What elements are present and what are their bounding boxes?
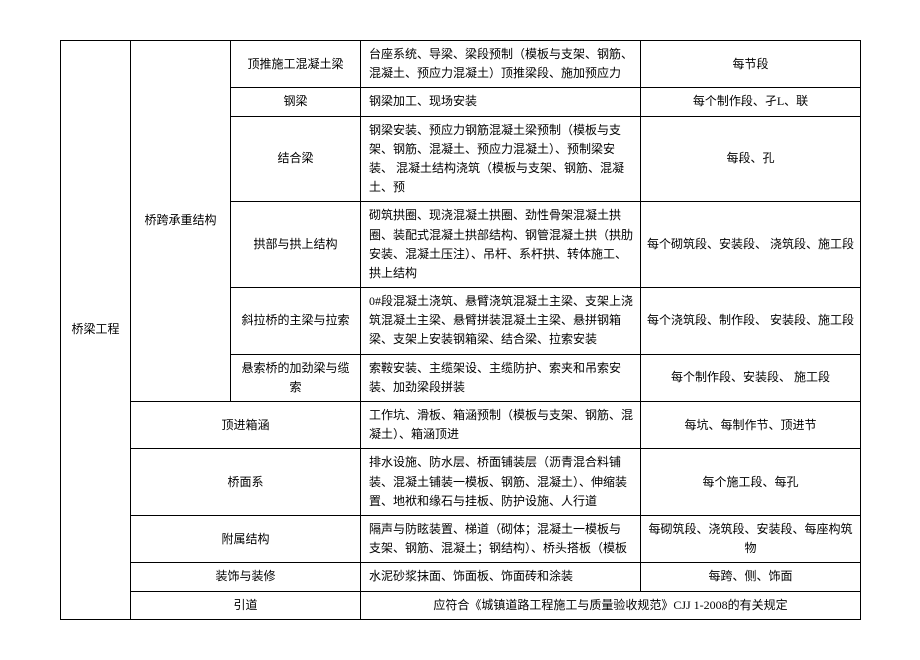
cell-col3: 0#段混凝土浇筑、悬臂浇筑混凝土主梁、支架上浇筑混凝土主梁、悬臂拼装混凝土主梁、…	[361, 288, 641, 355]
cell-col4: 每砌筑段、浇筑段、安装段、每座构筑物	[641, 515, 861, 562]
spec-table: 桥梁工程 桥跨承重结构 顶推施工混凝土梁 台座系统、导梁、梁段预制（模板与支架、…	[60, 40, 861, 620]
table-row: 桥面系 排水设施、防水层、桥面铺装层（沥青混合料铺装、混凝土铺装一模板、钢筋、混…	[61, 449, 861, 516]
table-row: 附属结构 隔声与防眩装置、梯道（砌体；混凝土一模板与 支架、钢筋、混凝土；钢结构…	[61, 515, 861, 562]
cell-col1: 引道	[131, 591, 361, 619]
cell-col1: 附属结构	[131, 515, 361, 562]
cell-col3: 排水设施、防水层、桥面铺装层（沥青混合料铺装、混凝土铺装一模板、钢筋、混凝土）、…	[361, 449, 641, 516]
cell-col1: 顶进箱涵	[131, 402, 361, 449]
cell-col3: 钢梁安装、预应力钢筋混凝土梁预制（模板与支架、钢筋、混凝土、预应力混凝土）、预制…	[361, 116, 641, 202]
cell-col4: 每个砌筑段、安装段、 浇筑段、施工段	[641, 202, 861, 288]
cell-col2: 顶推施工混凝土梁	[231, 41, 361, 88]
cell-col3: 水泥砂浆抹面、饰面板、饰面砖和涂装	[361, 563, 641, 591]
cell-col3: 砌筑拱圈、现浇混凝土拱圈、劲性骨架混凝土拱圈、装配式混凝土拱部结构、钢管混凝土拱…	[361, 202, 641, 288]
cell-col3: 隔声与防眩装置、梯道（砌体；混凝土一模板与 支架、钢筋、混凝土；钢结构）、桥头搭…	[361, 515, 641, 562]
cell-col2: 拱部与拱上结构	[231, 202, 361, 288]
cell-col4: 每个浇筑段、制作段、 安装段、施工段	[641, 288, 861, 355]
cell-col4: 每坑、每制作节、顶进节	[641, 402, 861, 449]
cell-col3: 钢梁加工、现场安装	[361, 88, 641, 116]
cell-col3-full: 应符合《城镇道路工程施工与质量验收规范》CJJ 1-2008的有关规定	[361, 591, 861, 619]
cell-col1: 桥面系	[131, 449, 361, 516]
table-row: 桥梁工程 桥跨承重结构 顶推施工混凝土梁 台座系统、导梁、梁段预制（模板与支架、…	[61, 41, 861, 88]
cell-col4: 每个制作段、安装段、 施工段	[641, 354, 861, 401]
cell-col3: 台座系统、导梁、梁段预制（模板与支架、钢筋、混凝土、预应力混凝土）顶推梁段、施加…	[361, 41, 641, 88]
cell-col2: 结合梁	[231, 116, 361, 202]
cell-col2: 悬索桥的加劲梁与缆索	[231, 354, 361, 401]
cell-col4: 每段、孔	[641, 116, 861, 202]
cell-col4: 每节段	[641, 41, 861, 88]
cell-col2: 斜拉桥的主梁与拉索	[231, 288, 361, 355]
cell-col4: 每跨、侧、饰面	[641, 563, 861, 591]
table-row: 装饰与装修 水泥砂浆抹面、饰面板、饰面砖和涂装 每跨、侧、饰面	[61, 563, 861, 591]
cell-col3: 工作坑、滑板、箱涵预制（模板与支架、钢筋、混凝土）、箱涵顶进	[361, 402, 641, 449]
table-row: 顶进箱涵 工作坑、滑板、箱涵预制（模板与支架、钢筋、混凝土）、箱涵顶进 每坑、每…	[61, 402, 861, 449]
cell-col0: 桥梁工程	[61, 41, 131, 620]
table-row: 引道 应符合《城镇道路工程施工与质量验收规范》CJJ 1-2008的有关规定	[61, 591, 861, 619]
cell-col4: 每个施工段、每孔	[641, 449, 861, 516]
cell-col4: 每个制作段、孑L、联	[641, 88, 861, 116]
cell-col3: 索鞍安装、主缆架设、主缆防护、索夹和吊索安装、加劲梁段拼装	[361, 354, 641, 401]
cell-col2: 钢梁	[231, 88, 361, 116]
cell-col1: 装饰与装修	[131, 563, 361, 591]
cell-col1: 桥跨承重结构	[131, 41, 231, 402]
